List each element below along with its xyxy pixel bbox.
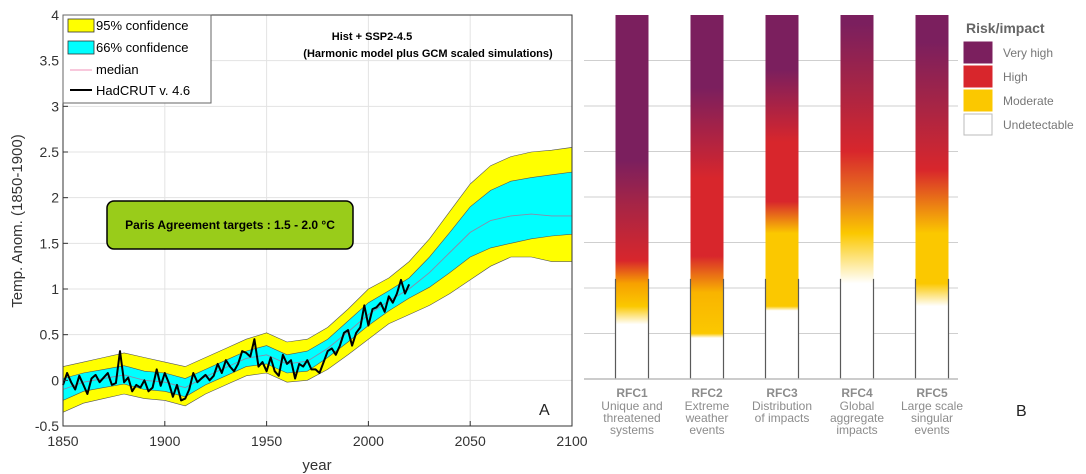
- bar-outline: [689, 278, 725, 379]
- risk-legend-label: Very high: [1003, 46, 1053, 60]
- category-description: Unique and: [601, 399, 662, 413]
- x-tick-label: 2100: [556, 433, 587, 449]
- risk-legend-items: Very high High Moderate Undetectable: [963, 41, 1074, 136]
- legend-label-median: median: [96, 62, 139, 77]
- legend-swatch-95: [67, 18, 95, 33]
- risk-bar-rfc5: [915, 15, 949, 379]
- paris-annotation-box: [106, 200, 354, 250]
- y-tick-label: 2: [51, 190, 59, 206]
- category-description: events: [914, 423, 949, 437]
- category-code: RFC2: [691, 386, 723, 400]
- risk-legend-label: Moderate: [1003, 94, 1054, 108]
- legend: 95% confidence 66% confidence median Had…: [62, 14, 212, 104]
- x-tick-label: 1900: [149, 433, 180, 449]
- category-code: RFC1: [616, 386, 648, 400]
- category-description: Global: [840, 399, 875, 413]
- bar-outline: [839, 278, 875, 379]
- risk-bar-rfc3: [765, 15, 799, 379]
- risk-legend-label: Undetectable: [1003, 118, 1074, 132]
- chart-subtitle: (Harmonic model plus GCM scaled simulati…: [303, 48, 553, 60]
- risk-bar-rfc4: [840, 15, 874, 379]
- panel-label-a: A: [539, 402, 550, 419]
- panel-label-b: B: [1016, 403, 1027, 420]
- series-lines: [62, 213, 572, 402]
- category-description: Extreme: [685, 399, 730, 413]
- risk-bar-rfc1: [615, 15, 649, 379]
- x-axis-label: year: [302, 457, 331, 474]
- risk-legend-swatch: [963, 41, 993, 64]
- y-tick-label: 0.5: [40, 327, 60, 343]
- legend-swatch-66: [67, 40, 95, 55]
- bar-outline: [614, 278, 650, 379]
- risk-legend-swatch: [963, 89, 993, 112]
- category-code: RFC3: [766, 386, 798, 400]
- y-tick-label: 1.5: [40, 235, 60, 251]
- x-tick-label: 2050: [455, 433, 486, 449]
- paris-annotation: Paris Agreement targets : 1.5 - 2.0 °C: [106, 200, 354, 250]
- category-description: threatened: [603, 411, 660, 425]
- y-tick-label: 2.5: [40, 144, 60, 160]
- category-description: aggregate: [830, 411, 884, 425]
- paris-annotation-text: Paris Agreement targets : 1.5 - 2.0 °C: [125, 218, 335, 232]
- category-code: RFC4: [841, 386, 873, 400]
- risk-legend: Risk/impact Very high High Moderate Undetec…: [963, 20, 1074, 136]
- x-tick-label: 2000: [353, 433, 384, 449]
- legend-label-95: 95% confidence: [96, 18, 189, 33]
- bar-outline: [764, 278, 800, 379]
- category-description: impacts: [836, 423, 877, 437]
- x-tick-label: 1950: [251, 433, 282, 449]
- category-code: RFC5: [916, 386, 948, 400]
- x-tick-label: 1850: [47, 433, 78, 449]
- y-tick-label: -0.5: [35, 418, 59, 434]
- y-tick-label: 1: [51, 281, 59, 297]
- plot-frame: [62, 14, 573, 427]
- category-description: systems: [610, 423, 654, 437]
- bar-outlines: [614, 278, 950, 379]
- chart-title: Hist + SSP2-4.5: [332, 31, 412, 43]
- category-description: of impacts: [755, 411, 810, 425]
- risk-legend-label: High: [1003, 70, 1028, 84]
- category-description: Large scale: [901, 399, 963, 413]
- hadcrut-line: [62, 278, 411, 402]
- category-description: weather: [685, 411, 729, 425]
- legend-label-66: 66% confidence: [96, 40, 189, 55]
- category-description: Distribution: [752, 399, 812, 413]
- y-tick-label: 4: [51, 7, 59, 23]
- category-description: events: [689, 423, 724, 437]
- risk-legend-title: Risk/impact: [966, 20, 1045, 36]
- axis-ticks: 1850 1900 1950 2000 2050 2100 -0.5 0 0.5 1 1.5 2 2.5…: [35, 7, 588, 449]
- category-description: singular: [911, 411, 953, 425]
- risk-bars: [615, 15, 949, 379]
- y-tick-label: 3: [51, 98, 59, 114]
- risk-bar-rfc2: [690, 15, 724, 379]
- risk-legend-swatch: [963, 65, 993, 88]
- bar-outline: [914, 278, 950, 379]
- risk-legend-swatch: [963, 113, 993, 136]
- legend-label-hadcrut: HadCRUT v. 4.6: [96, 83, 190, 98]
- panel-a-temperature-chart: 1850 1900 1950 2000 2050 2100 -0.5 0 0.5 1 1.5 2 2.5…: [9, 7, 588, 474]
- y-tick-label: 3.5: [40, 53, 60, 69]
- y-tick-label: 0: [51, 372, 59, 388]
- median-line: [62, 213, 572, 390]
- y-axis-label: Temp. Anom. (1850-1900): [9, 134, 26, 307]
